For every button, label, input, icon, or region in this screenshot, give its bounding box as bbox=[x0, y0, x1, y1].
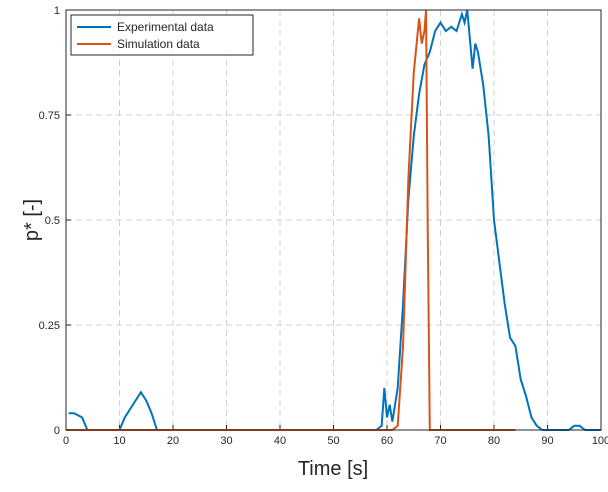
x-tick-label: 60 bbox=[381, 435, 393, 447]
y-tick-label: 1 bbox=[54, 5, 60, 17]
y-tick-label: 0.25 bbox=[39, 320, 60, 332]
plot-area bbox=[65, 9, 602, 431]
x-tick-label: 70 bbox=[434, 435, 446, 447]
x-tick-label: 100 bbox=[592, 435, 608, 447]
x-tick-label: 80 bbox=[488, 435, 500, 447]
y-tick-label: 0.75 bbox=[39, 110, 60, 122]
data-line bbox=[68, 9, 601, 431]
legend-label: Experimental data bbox=[117, 20, 214, 34]
y-tick-label: 0.5 bbox=[45, 215, 60, 227]
y-axis-label: p* [-] bbox=[21, 199, 43, 241]
x-tick-label: 30 bbox=[220, 435, 232, 447]
x-tick-label: 20 bbox=[167, 435, 179, 447]
x-axis-label: Time [s] bbox=[298, 458, 368, 480]
x-tick-label: 10 bbox=[113, 435, 125, 447]
x-tick-label: 0 bbox=[63, 435, 69, 447]
data-line bbox=[66, 9, 516, 431]
x-tick-label: 40 bbox=[274, 435, 286, 447]
legend-box bbox=[70, 14, 254, 56]
x-tick-label: 90 bbox=[541, 435, 553, 447]
legend-label: Simulation data bbox=[117, 37, 200, 51]
x-tick-label: 50 bbox=[327, 435, 339, 447]
y-tick-label: 0 bbox=[54, 425, 60, 437]
